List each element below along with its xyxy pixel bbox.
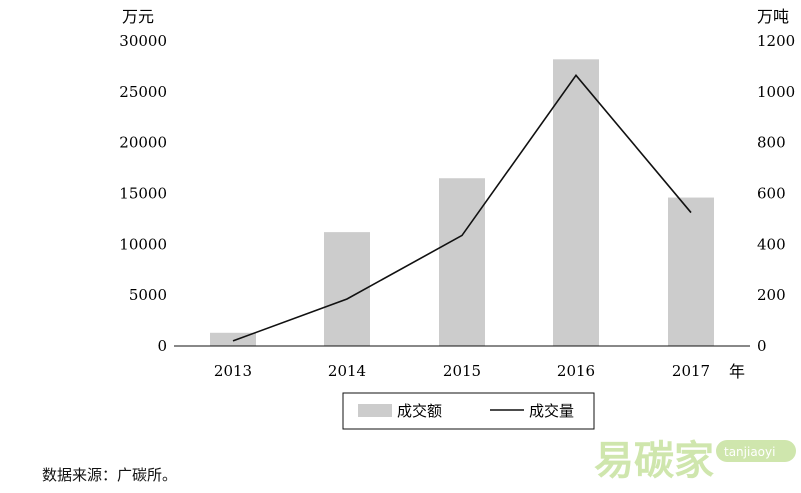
left-tick-label: 0 [157, 337, 167, 355]
right-tick-label: 400 [757, 235, 786, 253]
left-tick-label: 25000 [119, 83, 167, 101]
x-tick-label: 2016 [557, 362, 595, 380]
left-tick-label: 5000 [129, 286, 167, 304]
left-axis-unit: 万元 [122, 7, 154, 26]
bar [553, 59, 599, 347]
right-axis-ticks: 0 200 400 600 800 1000 1200 [757, 32, 795, 355]
x-tick-label: 2015 [443, 362, 481, 380]
left-tick-label: 10000 [119, 235, 167, 253]
x-tick-label: 2017 [672, 362, 710, 380]
line-series [232, 74, 692, 342]
right-tick-label: 600 [757, 185, 786, 203]
left-axis-ticks: 0 5000 10000 15000 20000 25000 30000 [119, 32, 167, 355]
x-tick-label: 2013 [214, 362, 252, 380]
legend: 成交额 成交量 [342, 392, 595, 430]
legend-label-bar: 成交额 [397, 402, 442, 420]
x-tick-label: 2014 [328, 362, 366, 380]
legend-swatch-bar [358, 404, 392, 417]
right-tick-label: 1200 [757, 32, 795, 50]
bar [324, 232, 370, 346]
right-axis-unit: 万吨 [757, 7, 789, 26]
source-note: 数据来源：广碳所。 [42, 466, 178, 484]
watermark-logo: 易碳家 tanjiaoyi [594, 438, 796, 484]
bar-series [210, 59, 714, 347]
left-tick-label: 20000 [119, 134, 167, 152]
right-tick-label: 1000 [757, 83, 795, 101]
right-tick-label: 800 [757, 134, 786, 152]
bar [439, 178, 485, 346]
left-tick-label: 30000 [119, 32, 167, 50]
right-tick-label: 0 [757, 337, 767, 355]
bar [668, 197, 714, 346]
x-axis-unit: 年 [729, 362, 745, 381]
legend-box [342, 392, 595, 430]
left-tick-label: 15000 [119, 185, 167, 203]
svg-text:易碳家: 易碳家 [594, 438, 714, 484]
legend-label-line: 成交量 [529, 402, 574, 420]
svg-text:tanjiaoyi: tanjiaoyi [724, 445, 775, 459]
right-tick-label: 200 [757, 286, 786, 304]
x-axis-ticks: 2013 2014 2015 2016 2017 [214, 362, 710, 380]
